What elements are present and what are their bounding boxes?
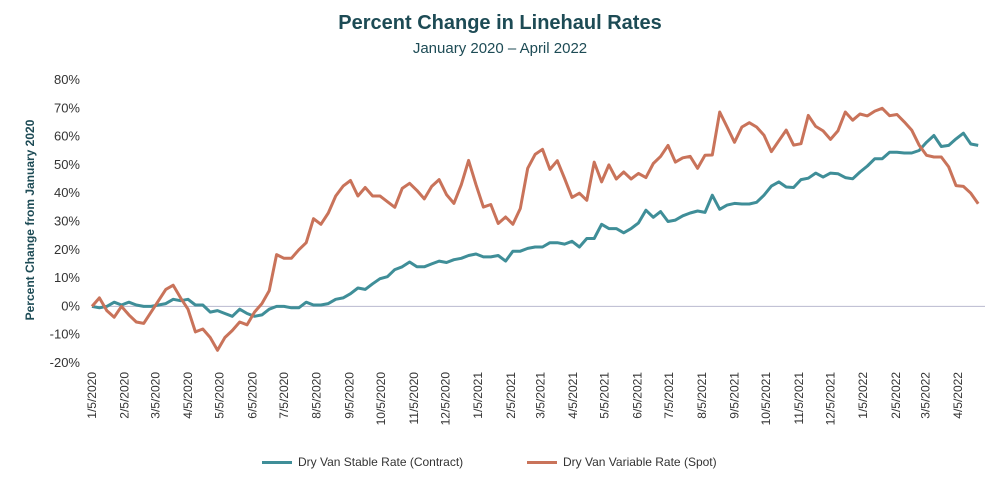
x-tick-label: 2/5/2022 <box>889 372 903 419</box>
x-tick-label: 1/5/2022 <box>856 372 870 419</box>
y-tick-label: 60% <box>54 129 80 144</box>
x-tick-label: 12/5/2020 <box>438 372 452 426</box>
legend-swatch-contract <box>262 460 292 464</box>
x-tick-label: 7/5/2020 <box>277 372 291 419</box>
chart-subtitle: January 2020 – April 2022 <box>412 40 588 57</box>
x-tick-label: 12/5/2021 <box>824 372 838 426</box>
legend-label-spot: Dry Van Variable Rate (Spot) <box>563 455 717 469</box>
x-tick-label: 3/5/2020 <box>148 372 162 419</box>
legend-item-spot: Dry Van Variable Rate (Spot) <box>527 455 717 469</box>
y-tick-label: 50% <box>54 157 80 172</box>
x-tick-label: 1/5/2020 <box>85 372 99 419</box>
series-line-contract <box>91 131 979 318</box>
x-tick-label: 2/5/2020 <box>118 372 132 419</box>
y-tick-label: 30% <box>54 214 80 229</box>
x-tick-label: 5/5/2021 <box>598 372 612 419</box>
x-tick-label: 10/5/2021 <box>759 372 773 426</box>
x-tick-label: 1/5/2021 <box>471 372 485 419</box>
x-tick-label: 6/5/2020 <box>245 372 259 419</box>
chart-title: Percent Change in Linehaul Rates <box>338 12 662 34</box>
y-tick-label: 0% <box>61 298 80 313</box>
y-tick-label: -10% <box>50 327 81 342</box>
series-line-spot <box>90 106 980 352</box>
x-tick-label: 11/5/2021 <box>792 372 806 425</box>
x-tick-label: 4/5/2020 <box>181 372 195 419</box>
x-tick-label: 10/5/2020 <box>374 372 388 426</box>
x-tick-label: 3/5/2022 <box>918 372 932 419</box>
x-tick-label: 9/5/2021 <box>727 372 741 419</box>
legend-label-contract: Dry Van Stable Rate (Contract) <box>298 455 464 469</box>
x-tick-label: 4/5/2021 <box>566 372 580 419</box>
x-tick-label: 8/5/2021 <box>695 372 709 419</box>
legend-item-contract: Dry Van Stable Rate (Contract) <box>262 455 463 469</box>
y-tick-label: 10% <box>54 270 80 285</box>
x-tick-label: 9/5/2020 <box>342 372 356 419</box>
x-tick-label: 3/5/2021 <box>533 372 547 419</box>
x-tick-label: 7/5/2021 <box>662 372 676 419</box>
x-tick-label: 11/5/2020 <box>407 372 421 425</box>
y-tick-label: 70% <box>54 100 80 115</box>
y-tick-label: 40% <box>54 185 80 200</box>
legend-swatch-spot <box>527 460 557 464</box>
x-tick-label: 8/5/2020 <box>310 372 324 419</box>
y-tick-label: 20% <box>54 242 80 257</box>
x-tick-label: 2/5/2021 <box>504 372 518 419</box>
y-tick-label: 80% <box>54 72 80 87</box>
x-tick-label: 4/5/2022 <box>951 372 965 419</box>
y-tick-label: -20% <box>50 355 81 370</box>
x-tick-label: 5/5/2020 <box>213 372 227 419</box>
x-tick-label: 6/5/2021 <box>630 372 644 419</box>
